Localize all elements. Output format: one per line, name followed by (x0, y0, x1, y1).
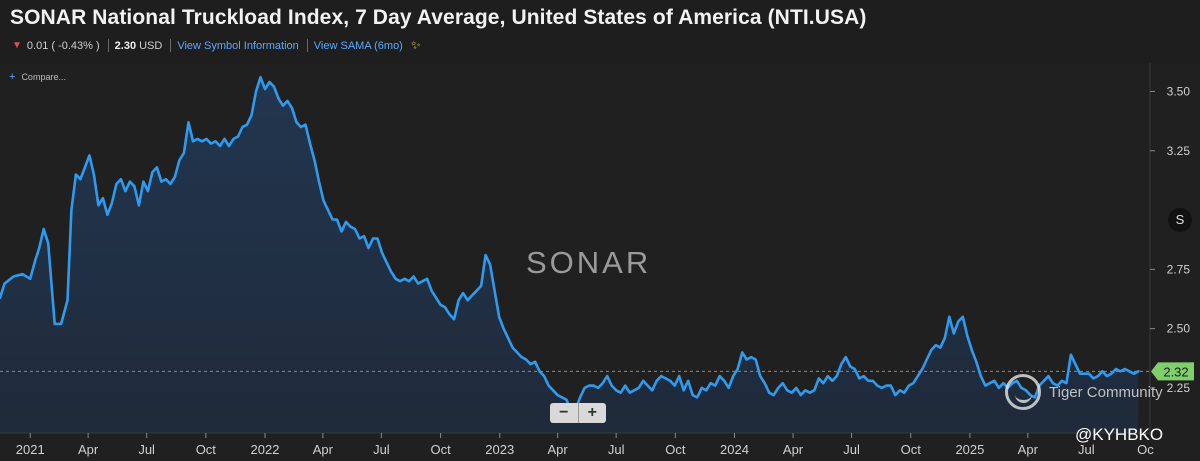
divider (306, 39, 308, 52)
y-tick-label: 2.50 (1167, 322, 1191, 336)
last-value-tag: 2.32 (1151, 362, 1194, 381)
x-tick-label: Oc (1137, 442, 1154, 457)
last-value-tag-bg (1151, 362, 1194, 381)
y-axis: 3.50 3.25 2.75 2.50 2.25 (1150, 84, 1191, 395)
x-tick-label: 2025 (955, 442, 984, 457)
x-tick-label: 2023 (485, 442, 514, 457)
x-tick-label: 2022 (251, 442, 280, 457)
zoom-out-button[interactable]: − (550, 403, 579, 423)
zoom-in-button[interactable]: + (587, 404, 597, 421)
x-tick-label: Oct (665, 442, 686, 457)
x-tick-label: Jul (138, 442, 155, 457)
author-handle: @KYHBKO (1075, 425, 1164, 444)
settings-s-button[interactable]: S (1168, 208, 1192, 232)
x-tick-label: Oct (430, 442, 451, 457)
sonar-watermark: SONAR (526, 245, 651, 280)
zoom-controls: − + (550, 403, 606, 423)
chart-header: SONAR National Truckload Index, 7 Day Av… (10, 6, 1200, 60)
x-tick-label: 2021 (16, 442, 45, 457)
change-value: 0.01 ( -0.43% ) (26, 39, 100, 52)
plus-icon: + (9, 71, 16, 83)
tiger-logo-icon (1005, 374, 1041, 410)
view-symbol-info-link[interactable]: View Symbol Information (177, 39, 299, 52)
chart-title: SONAR National Truckload Index, 7 Day Av… (10, 6, 867, 29)
y-tick-label: 2.25 (1167, 381, 1191, 395)
down-arrow-icon: ▼ (12, 40, 22, 51)
x-tick-label: Jul (1078, 442, 1095, 457)
watermark-text: Tiger Community (1049, 383, 1163, 401)
currency-label: USD (139, 39, 163, 52)
x-tick-label: Jul (373, 442, 390, 457)
x-tick-label: Apr (783, 442, 804, 457)
x-tick-label: Jul (608, 442, 625, 457)
y-tick-label: 3.50 (1167, 84, 1191, 98)
tiger-community-watermark: Tiger Community (1005, 374, 1163, 410)
x-tick-label: Apr (313, 442, 334, 457)
last-price: 2.30 (114, 39, 137, 52)
x-axis: 2021 Apr Jul Oct 2022 Apr Jul Oct 2023 Apr Jul Oct 2… (16, 433, 1154, 457)
area-layer (0, 77, 1139, 433)
x-tick-label: Apr (78, 442, 99, 457)
x-tick-label: Oct (196, 442, 217, 457)
divider (107, 39, 109, 52)
compare-button[interactable]: + Compare... (9, 71, 66, 83)
y-tick-label: 2.75 (1167, 262, 1191, 276)
x-tick-label: Oct (901, 442, 922, 457)
view-sama-link[interactable]: View SAMA (6mo) (313, 39, 403, 52)
x-tick-label: 2024 (720, 442, 749, 457)
divider (170, 39, 172, 52)
sparkle-icon[interactable]: ✨︎ (410, 38, 421, 52)
y-tick-label: 3.25 (1167, 144, 1191, 158)
series-area-fill (0, 77, 1139, 433)
quote-row: ▼ 0.01 ( -0.43% ) 2.30 USD View Symbol I… (10, 38, 1200, 53)
x-tick-label: Apr (1018, 442, 1039, 457)
x-tick-label: Apr (548, 442, 569, 457)
last-value-label: 2.32 (1163, 364, 1188, 379)
compare-label: Compare... (21, 72, 66, 82)
x-tick-label: Jul (843, 442, 860, 457)
